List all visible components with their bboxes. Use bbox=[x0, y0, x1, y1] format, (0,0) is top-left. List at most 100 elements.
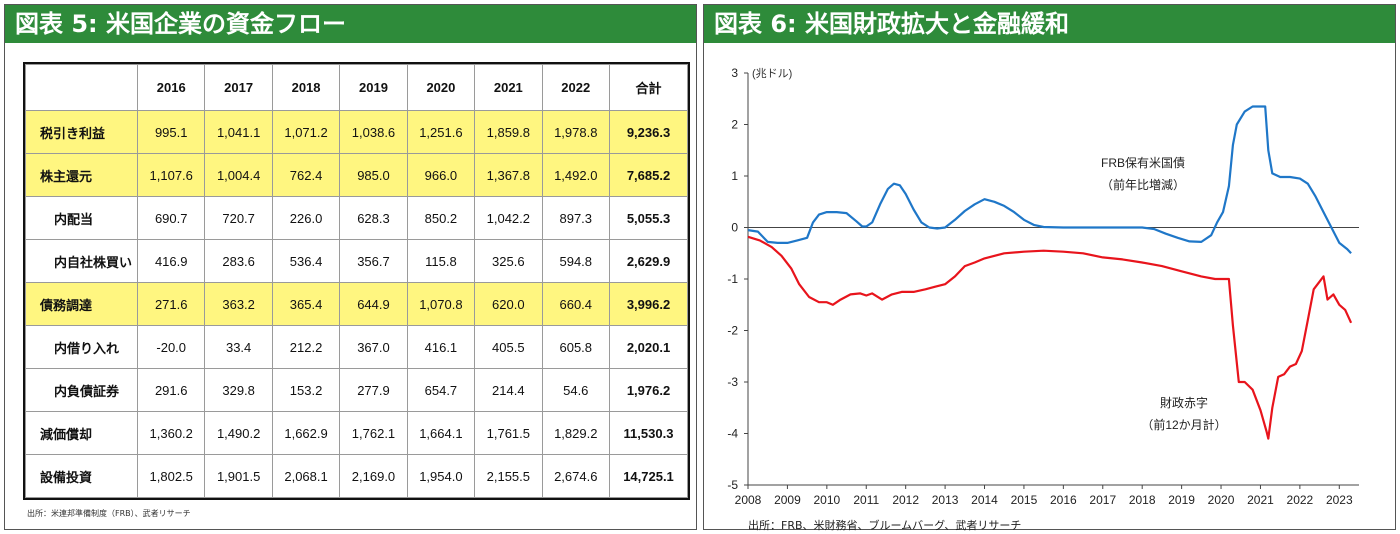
flow-table: 2016 2017 2018 2019 2020 2021 2022 合計 税引… bbox=[25, 64, 688, 498]
value-cell: 690.7 bbox=[136, 196, 206, 240]
frb-treasury-line bbox=[747, 105, 1352, 255]
x-tick-label: 2019 bbox=[1168, 493, 1195, 507]
value-cell: 1,038.6 bbox=[339, 110, 408, 154]
row-label: 税引き利益 bbox=[25, 110, 138, 154]
header-cell: 2022 bbox=[541, 64, 611, 111]
value-cell: -20.0 bbox=[136, 325, 206, 369]
value-cell: 2,674.6 bbox=[541, 454, 611, 498]
table-row: 税引き利益 995.1 1,041.1 1,071.2 1,038.6 1,251.6 1,… bbox=[25, 110, 688, 154]
total-cell: 11,530.3 bbox=[609, 411, 688, 455]
total-cell: 3,996.2 bbox=[609, 282, 688, 326]
value-cell: 995.1 bbox=[136, 110, 206, 154]
header-cell: 2019 bbox=[339, 64, 408, 111]
table-row: 債務調達 271.6 363.2 365.4 644.9 1,070.8 620.0 660.… bbox=[25, 282, 688, 326]
x-tick-label: 2010 bbox=[813, 493, 840, 507]
value-cell: 1,901.5 bbox=[204, 454, 273, 498]
flow-table-body: 税引き利益 995.1 1,041.1 1,071.2 1,038.6 1,251.6 1,… bbox=[25, 110, 688, 498]
value-cell: 291.6 bbox=[136, 368, 206, 412]
x-tick-label: 2022 bbox=[1287, 493, 1314, 507]
y-tick-label: -4 bbox=[727, 427, 738, 441]
y-tick-label: -1 bbox=[727, 272, 738, 286]
header-cell: 2020 bbox=[406, 64, 476, 111]
value-cell: 536.4 bbox=[271, 239, 341, 283]
value-cell: 2,068.1 bbox=[271, 454, 341, 498]
table-row: 内借り入れ -20.0 33.4 212.2 367.0 416.1 405.5 605.8 2… bbox=[25, 325, 688, 369]
series-label: FRB保有米国債 bbox=[1101, 155, 1185, 170]
value-cell: 214.4 bbox=[474, 368, 543, 412]
value-cell: 416.9 bbox=[136, 239, 206, 283]
x-tick-label: 2023 bbox=[1326, 493, 1353, 507]
value-cell: 1,761.5 bbox=[474, 411, 543, 455]
table-row: 設備投資 1,802.5 1,901.5 2,068.1 2,169.0 1,954.0 2… bbox=[25, 454, 688, 498]
value-cell: 1,071.2 bbox=[271, 110, 341, 154]
row-label: 株主還元 bbox=[25, 153, 138, 197]
row-label: 設備投資 bbox=[25, 454, 138, 498]
row-label: 内負債証券 bbox=[25, 368, 138, 412]
total-cell: 2,020.1 bbox=[609, 325, 688, 369]
value-cell: 605.8 bbox=[541, 325, 611, 369]
value-cell: 1,004.4 bbox=[204, 153, 273, 197]
fiscal-deficit-line bbox=[747, 235, 1353, 440]
value-cell: 897.3 bbox=[541, 196, 611, 240]
value-cell: 660.4 bbox=[541, 282, 611, 326]
value-cell: 1,662.9 bbox=[271, 411, 341, 455]
value-cell: 620.0 bbox=[474, 282, 543, 326]
flow-table-frame: 2016 2017 2018 2019 2020 2021 2022 合計 税引… bbox=[23, 62, 690, 500]
header-cell: 合計 bbox=[609, 64, 688, 111]
value-cell: 356.7 bbox=[339, 239, 408, 283]
x-tick-label: 2012 bbox=[892, 493, 919, 507]
value-cell: 644.9 bbox=[339, 282, 408, 326]
value-cell: 1,042.2 bbox=[474, 196, 543, 240]
value-cell: 283.6 bbox=[204, 239, 273, 283]
value-cell: 54.6 bbox=[541, 368, 611, 412]
value-cell: 1,762.1 bbox=[339, 411, 408, 455]
series-label: 財政赤字 bbox=[1160, 395, 1208, 410]
y-tick-label: 1 bbox=[731, 169, 738, 183]
value-cell: 1,859.8 bbox=[474, 110, 543, 154]
value-cell: 762.4 bbox=[271, 153, 341, 197]
value-cell: 212.2 bbox=[271, 325, 341, 369]
value-cell: 363.2 bbox=[204, 282, 273, 326]
chart-source-note: 出所：FRB、米財務省、ブルームバーグ、武者リサーチ bbox=[748, 519, 1022, 532]
x-tick-label: 2016 bbox=[1050, 493, 1077, 507]
fiscal-line-chart: 3 2 1 0 -1 -2 -3 -4 -5 (兆ドル) 2008 2009 2010 2011 2012 2… bbox=[727, 66, 1359, 507]
table-row: 内自社株買い 416.9 283.6 536.4 356.7 115.8 325.6 594.… bbox=[25, 239, 688, 283]
header-cell bbox=[25, 64, 138, 111]
total-cell: 2,629.9 bbox=[609, 239, 688, 283]
value-cell: 153.2 bbox=[271, 368, 341, 412]
total-cell: 5,055.3 bbox=[609, 196, 688, 240]
y-tick-label: -2 bbox=[727, 324, 738, 338]
value-cell: 115.8 bbox=[406, 239, 476, 283]
value-cell: 271.6 bbox=[136, 282, 206, 326]
table-row: 内配当 690.7 720.7 226.0 628.3 850.2 1,042.2 897.3… bbox=[25, 196, 688, 240]
x-tick-label: 2020 bbox=[1208, 493, 1235, 507]
table-row: 内負債証券 291.6 329.8 153.2 277.9 654.7 214.4 54.6 1… bbox=[25, 368, 688, 412]
table-row: 株主還元 1,107.6 1,004.4 762.4 985.0 966.0 1,367.8… bbox=[25, 153, 688, 197]
y-tick-label: -3 bbox=[727, 375, 738, 389]
row-label: 内借り入れ bbox=[25, 325, 138, 369]
value-cell: 850.2 bbox=[406, 196, 476, 240]
value-cell: 1,490.2 bbox=[204, 411, 273, 455]
total-cell: 14,725.1 bbox=[609, 454, 688, 498]
header-cell: 2016 bbox=[136, 64, 206, 111]
total-cell: 7,685.2 bbox=[609, 153, 688, 197]
x-tick-label: 2013 bbox=[932, 493, 959, 507]
value-cell: 1,041.1 bbox=[204, 110, 273, 154]
value-cell: 1,664.1 bbox=[406, 411, 476, 455]
value-cell: 416.1 bbox=[406, 325, 476, 369]
value-cell: 1,360.2 bbox=[136, 411, 206, 455]
x-tick-label: 2018 bbox=[1129, 493, 1156, 507]
row-label: 内自社株買い bbox=[25, 239, 138, 283]
x-tick-label: 2009 bbox=[774, 493, 801, 507]
x-tick-label: 2014 bbox=[971, 493, 998, 507]
header-cell: 2018 bbox=[271, 64, 341, 111]
value-cell: 365.4 bbox=[271, 282, 341, 326]
value-cell: 1,070.8 bbox=[406, 282, 476, 326]
table-row: 減価償却 1,360.2 1,490.2 1,662.9 1,762.1 1,664.1 1… bbox=[25, 411, 688, 455]
value-cell: 1,492.0 bbox=[541, 153, 611, 197]
value-cell: 33.4 bbox=[204, 325, 273, 369]
x-tick-label: 2011 bbox=[853, 493, 879, 507]
header-cell: 2017 bbox=[204, 64, 273, 111]
value-cell: 367.0 bbox=[339, 325, 408, 369]
value-cell: 277.9 bbox=[339, 368, 408, 412]
